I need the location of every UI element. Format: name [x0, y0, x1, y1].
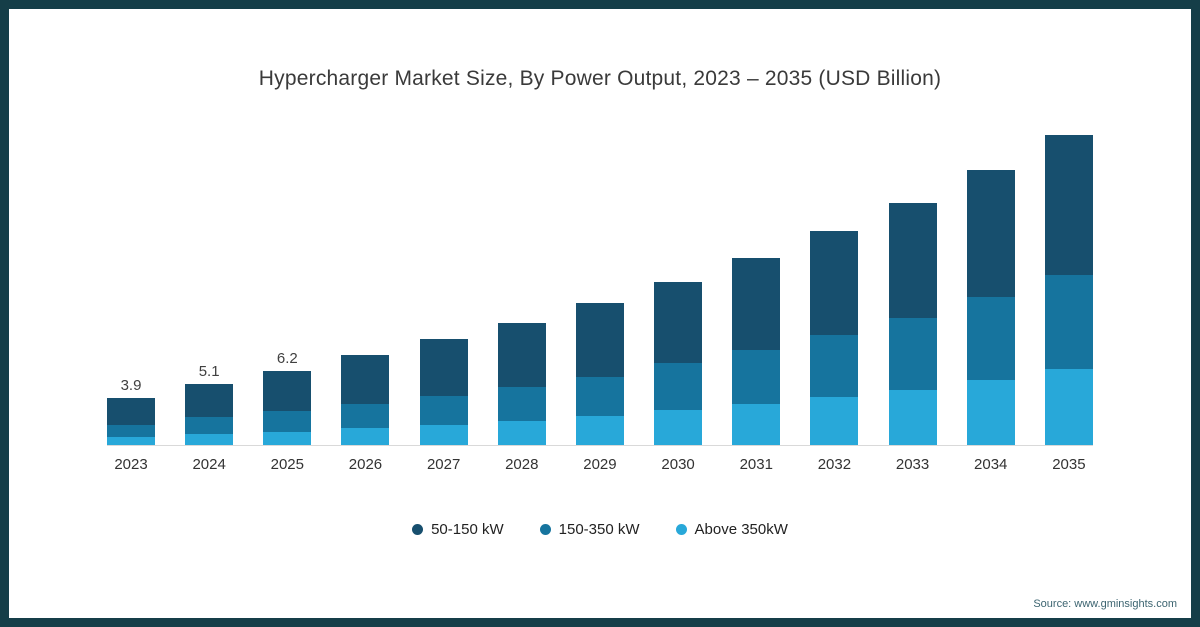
- segment-50-150-kw-2027: [419, 339, 468, 396]
- bar-2025: 6.2: [263, 349, 312, 445]
- segment-150-350-kw-2026: [341, 404, 390, 429]
- segment-above-350kw-2026: [341, 428, 390, 445]
- segment-150-350-kw-2030: [654, 363, 703, 411]
- legend-item-50-150-kw: 50-150 kW: [412, 521, 504, 538]
- segment-150-350-kw-2029: [575, 376, 624, 417]
- legend-item-150-350-kw: 150-350 kW: [539, 521, 640, 538]
- chart-title: Hypercharger Market Size, By Power Outpu…: [258, 67, 942, 90]
- bar-2030: [654, 281, 703, 445]
- segment-50-150-kw-2026: [341, 355, 390, 405]
- segment-above-350kw-2032: [810, 397, 859, 445]
- segment-150-350-kw-2028: [497, 387, 546, 421]
- segment-above-350kw-2031: [732, 404, 781, 445]
- segment-above-350kw-2033: [888, 389, 937, 445]
- segment-150-350-kw-2025: [263, 411, 312, 432]
- segment-above-350kw-2025: [263, 431, 312, 445]
- segment-above-350kw-2028: [497, 421, 546, 445]
- bar-2028: [497, 322, 546, 445]
- segment-above-350kw-2029: [575, 416, 624, 445]
- bar-2029: [575, 303, 624, 445]
- segment-50-150-kw-2031: [732, 257, 781, 351]
- x-label-2032: 2032: [817, 456, 852, 473]
- legend-label: 150-350 kW: [558, 521, 640, 538]
- x-label-2024: 2024: [192, 456, 226, 473]
- bar-value-label-2023: 3.9: [120, 377, 142, 395]
- segment-150-350-kw-2034: [966, 297, 1015, 381]
- source-attribution: Source: www.gminsights.com: [1033, 598, 1177, 610]
- segment-above-350kw-2034: [966, 380, 1015, 445]
- legend: 50-150 kW 150-350 kW Above 350kW: [9, 521, 1191, 538]
- bar-value-label-2024: 5.1: [198, 362, 220, 380]
- x-label-2033: 2033: [895, 456, 930, 473]
- x-label-2031: 2031: [739, 456, 773, 473]
- bar-2032: [810, 231, 859, 445]
- bar-2023: 3.9: [107, 377, 155, 445]
- x-label-2029: 2029: [583, 456, 617, 473]
- x-label-2030: 2030: [661, 456, 695, 473]
- x-label-2025: 2025: [270, 456, 304, 473]
- segment-above-350kw-2024: [185, 434, 234, 445]
- bar-2024: 5.1: [185, 362, 234, 445]
- segment-above-350kw-2027: [419, 424, 468, 445]
- x-label-2027: 2027: [426, 456, 461, 473]
- legend-dot-icon: [675, 524, 687, 535]
- bar-value-label-2025: 6.2: [276, 349, 298, 367]
- segment-50-150-kw-2032: [810, 231, 859, 335]
- segment-50-150-kw-2028: [497, 322, 546, 388]
- segment-150-350-kw-2031: [732, 350, 781, 405]
- segment-above-350kw-2035: [1044, 369, 1093, 445]
- legend-dot-icon: [412, 524, 424, 535]
- segment-above-350kw-2030: [654, 410, 703, 445]
- legend-item-above-350kw: Above 350kW: [675, 521, 788, 538]
- segment-50-150-kw-2023: [107, 398, 155, 425]
- segment-150-350-kw-2023: [107, 424, 155, 437]
- segment-50-150-kw-2025: [263, 370, 312, 412]
- plot-area: 3.9 5.1 6.2: [107, 107, 1093, 446]
- legend-label: 50-150 kW: [431, 521, 504, 538]
- x-label-2028: 2028: [505, 456, 539, 473]
- x-label-2026: 2026: [348, 456, 383, 473]
- x-axis-labels: 2023 2024 2025 2026 2027 2028 2029 2030 2031 2032…: [107, 456, 1093, 473]
- chart-canvas: Hypercharger Market Size, By Power Outpu…: [9, 9, 1191, 618]
- bar-2031: [732, 257, 781, 445]
- segment-50-150-kw-2029: [575, 303, 624, 377]
- bar-2027: [419, 339, 468, 445]
- legend-dot-icon: [539, 524, 551, 535]
- legend-label: Above 350kW: [694, 521, 788, 538]
- segment-50-150-kw-2034: [966, 170, 1015, 298]
- segment-50-150-kw-2033: [888, 202, 937, 318]
- segment-150-350-kw-2032: [810, 334, 859, 397]
- bar-2033: [888, 202, 937, 445]
- bar-2026: [341, 355, 390, 445]
- x-label-2035: 2035: [1052, 456, 1086, 473]
- x-label-2034: 2034: [974, 456, 1008, 473]
- bar-2035: [1044, 135, 1093, 445]
- segment-50-150-kw-2030: [654, 281, 703, 364]
- x-label-2023: 2023: [114, 456, 148, 473]
- segment-150-350-kw-2024: [185, 417, 234, 435]
- segment-150-350-kw-2033: [888, 317, 937, 390]
- segment-above-350kw-2023: [107, 436, 155, 445]
- segment-150-350-kw-2035: [1044, 274, 1093, 370]
- bar-2034: [966, 170, 1015, 445]
- segment-50-150-kw-2035: [1044, 135, 1093, 275]
- segment-150-350-kw-2027: [419, 395, 468, 425]
- segment-50-150-kw-2024: [185, 383, 234, 418]
